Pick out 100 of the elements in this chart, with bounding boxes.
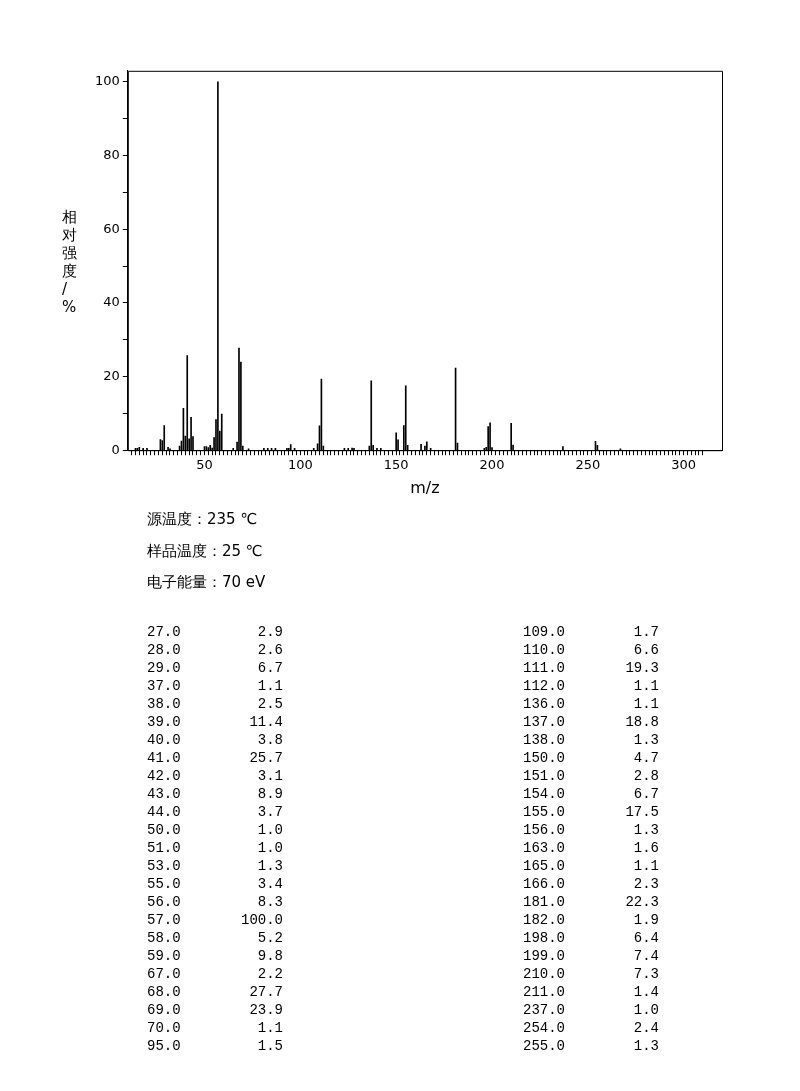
y-tick-label: 60 [103,220,120,236]
text: 163.0 [523,839,566,857]
text: 59.0 [147,947,181,965]
text: 41.0 [147,749,181,767]
x-tick-label: 50 [196,457,213,473]
text: 210.0 [523,965,566,983]
text: 6.7 [632,785,659,803]
text: 56.0 [147,893,181,911]
text: 源温度：235 ℃ [147,510,258,529]
text: 1.1 [632,695,659,713]
x-tick-label: 250 [575,457,601,473]
text: 154.0 [523,785,566,803]
text: 1.7 [632,623,659,641]
text: 55.0 [147,875,181,893]
y-tick-label: 80 [103,146,120,162]
text: 1.4 [632,983,659,1001]
text: 17.5 [624,803,659,821]
text: 29.0 [147,659,181,677]
text: 51.0 [147,839,181,857]
text: 165.0 [523,857,566,875]
text: 40.0 [147,731,181,749]
text: 样品温度：25 ℃ [147,541,263,561]
y-axis-title: 相对强度/% [62,208,78,316]
y-tick-label: 40 [103,294,120,310]
text: 69.0 [147,1001,181,1019]
text: 3.1 [256,767,283,785]
y-tick-label: 20 [103,367,120,383]
text: 3.8 [256,731,283,749]
text: 27.7 [248,983,283,1001]
text: 100.0 [240,911,283,929]
text: 4.7 [632,749,659,767]
text: 67.0 [147,965,181,983]
text: 2.2 [256,965,283,983]
text: 166.0 [523,875,566,893]
text: 254.0 [523,1019,566,1037]
y-tick-label: 100 [94,73,120,89]
text: 1.3 [632,1037,659,1055]
text: 2.4 [632,1019,659,1037]
text: 150.0 [523,749,566,767]
text: 70.0 [147,1019,181,1037]
text: 1.6 [632,839,659,857]
text: 38.0 [147,695,181,713]
text: 112.0 [523,677,566,695]
text: 11.4 [248,713,283,731]
text: 156.0 [523,821,566,839]
text: 2.5 [256,695,283,713]
text: 5.2 [256,929,283,947]
text: 39.0 [147,713,181,731]
text: 27.0 [147,623,181,641]
text: 25.7 [248,749,283,767]
text: 1.5 [256,1037,283,1055]
text: 8.9 [256,785,283,803]
text: 255.0 [523,1037,566,1055]
text: 22.3 [624,893,659,911]
text: 57.0 [147,911,181,929]
text: 137.0 [523,713,566,731]
text: 37.0 [147,677,181,695]
x-axis-title: m/z [410,477,440,497]
text: 138.0 [523,731,566,749]
text: 44.0 [147,803,181,821]
text: 110.0 [523,641,566,659]
text: 7.3 [632,965,659,983]
text: 109.0 [523,623,566,641]
text: 53.0 [147,857,181,875]
text: 151.0 [523,767,566,785]
text: 1.0 [632,1001,659,1019]
text: 3.4 [256,875,283,893]
text: 155.0 [523,803,566,821]
text: 1.1 [632,677,659,695]
text: 2.9 [256,623,283,641]
text: 18.8 [624,713,659,731]
text: 8.3 [256,893,283,911]
text: 1.1 [256,1019,283,1037]
text: 68.0 [147,983,181,1001]
text: 2.3 [632,875,659,893]
text: 2.6 [256,641,283,659]
text: 182.0 [523,911,566,929]
text: 电子能量：70 eV [147,573,266,592]
text: 1.0 [256,821,283,839]
text: 1.3 [256,857,283,875]
text: 2.8 [632,767,659,785]
text: 19.3 [624,659,659,677]
text: 6.4 [632,929,659,947]
x-tick-label: 300 [671,457,697,473]
text: 198.0 [523,929,566,947]
x-tick-label: 200 [479,457,505,473]
text: 7.4 [632,947,659,965]
text: 6.6 [632,641,659,659]
text: 1.3 [632,731,659,749]
text: 50.0 [147,821,181,839]
text: 237.0 [523,1001,566,1019]
text: 28.0 [147,641,181,659]
text: 1.1 [632,857,659,875]
text: 42.0 [147,767,181,785]
text: 199.0 [523,947,566,965]
text: 1.3 [632,821,659,839]
text: 95.0 [147,1037,181,1055]
text: 1.0 [256,839,283,857]
text: 23.9 [248,1001,283,1019]
text: 111.0 [523,659,566,677]
